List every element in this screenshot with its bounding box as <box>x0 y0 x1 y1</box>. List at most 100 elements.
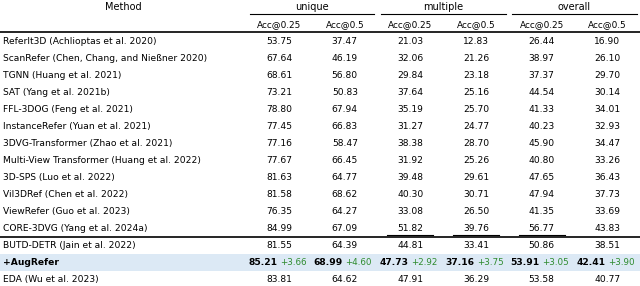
Text: 64.27: 64.27 <box>332 207 358 216</box>
Text: multiple: multiple <box>423 2 463 12</box>
Text: 34.01: 34.01 <box>594 105 620 114</box>
Text: 41.35: 41.35 <box>529 207 555 216</box>
Text: 78.80: 78.80 <box>266 105 292 114</box>
Text: 26.50: 26.50 <box>463 207 489 216</box>
Text: 25.16: 25.16 <box>463 88 489 97</box>
Text: 50.83: 50.83 <box>332 88 358 97</box>
Text: 37.73: 37.73 <box>595 190 620 199</box>
Text: 51.82: 51.82 <box>397 224 424 233</box>
Text: EDA (Wu et al. 2023): EDA (Wu et al. 2023) <box>3 275 98 284</box>
Text: 77.45: 77.45 <box>266 122 292 131</box>
Text: 38.38: 38.38 <box>397 139 423 148</box>
Text: 46.19: 46.19 <box>332 54 358 63</box>
Text: 73.21: 73.21 <box>266 88 292 97</box>
Text: 64.77: 64.77 <box>332 173 358 182</box>
Text: 44.54: 44.54 <box>529 88 555 97</box>
Text: 34.47: 34.47 <box>594 139 620 148</box>
Text: 44.81: 44.81 <box>397 241 424 250</box>
Text: 32.06: 32.06 <box>397 54 424 63</box>
Text: 36.43: 36.43 <box>594 173 620 182</box>
Text: 33.41: 33.41 <box>463 241 489 250</box>
Text: 47.91: 47.91 <box>397 275 424 284</box>
Text: 35.19: 35.19 <box>397 105 423 114</box>
Text: 3DVG-Transformer (Zhao et al. 2021): 3DVG-Transformer (Zhao et al. 2021) <box>3 139 172 148</box>
Text: 77.67: 77.67 <box>266 156 292 165</box>
Text: 3D-SPS (Luo et al. 2022): 3D-SPS (Luo et al. 2022) <box>3 173 115 182</box>
Text: 43.83: 43.83 <box>594 224 620 233</box>
Text: Vil3DRef (Chen et al. 2022): Vil3DRef (Chen et al. 2022) <box>3 190 127 199</box>
Text: 29.84: 29.84 <box>397 71 424 80</box>
Text: 56.80: 56.80 <box>332 71 358 80</box>
Text: 76.35: 76.35 <box>266 207 292 216</box>
Text: +AugRefer: +AugRefer <box>3 258 58 267</box>
Text: 42.41: 42.41 <box>576 258 605 267</box>
Text: 85.21: 85.21 <box>248 258 277 267</box>
Text: 45.90: 45.90 <box>529 139 555 148</box>
Text: 68.62: 68.62 <box>332 190 358 199</box>
Text: 50.86: 50.86 <box>529 241 555 250</box>
Text: +4.60: +4.60 <box>346 258 372 267</box>
Bar <box>0 254 640 271</box>
Text: 16.90: 16.90 <box>594 37 620 46</box>
Text: 53.75: 53.75 <box>266 37 292 46</box>
Text: 31.27: 31.27 <box>397 122 424 131</box>
Text: unique: unique <box>295 2 329 12</box>
Text: 81.63: 81.63 <box>266 173 292 182</box>
Text: 84.99: 84.99 <box>266 224 292 233</box>
Text: +3.05: +3.05 <box>542 258 569 267</box>
Text: ReferIt3D (Achlioptas et al. 2020): ReferIt3D (Achlioptas et al. 2020) <box>3 37 156 46</box>
Text: FFL-3DOG (Feng et al. 2021): FFL-3DOG (Feng et al. 2021) <box>3 105 132 114</box>
Text: +3.66: +3.66 <box>280 258 307 267</box>
Text: 37.64: 37.64 <box>397 88 424 97</box>
Text: 81.58: 81.58 <box>266 190 292 199</box>
Text: +3.75: +3.75 <box>477 258 504 267</box>
Text: Acc@0.5: Acc@0.5 <box>326 20 364 29</box>
Text: 29.61: 29.61 <box>463 173 489 182</box>
Text: 64.39: 64.39 <box>332 241 358 250</box>
Text: 40.30: 40.30 <box>397 190 424 199</box>
Text: 66.83: 66.83 <box>332 122 358 131</box>
Text: 67.09: 67.09 <box>332 224 358 233</box>
Text: SAT (Yang et al. 2021b): SAT (Yang et al. 2021b) <box>3 88 109 97</box>
Text: 68.99: 68.99 <box>314 258 343 267</box>
Text: 47.65: 47.65 <box>529 173 555 182</box>
Text: 53.58: 53.58 <box>529 275 554 284</box>
Text: 33.26: 33.26 <box>594 156 620 165</box>
Text: 25.26: 25.26 <box>463 156 489 165</box>
Text: Method: Method <box>105 2 141 12</box>
Text: 56.77: 56.77 <box>529 224 555 233</box>
Text: 41.33: 41.33 <box>529 105 555 114</box>
Text: Acc@0.5: Acc@0.5 <box>457 20 495 29</box>
Text: 81.55: 81.55 <box>266 241 292 250</box>
Text: +2.92: +2.92 <box>411 258 437 267</box>
Text: Multi-View Transformer (Huang et al. 2022): Multi-View Transformer (Huang et al. 202… <box>3 156 200 165</box>
Text: InstanceRefer (Yuan et al. 2021): InstanceRefer (Yuan et al. 2021) <box>3 122 150 131</box>
Text: 40.80: 40.80 <box>529 156 555 165</box>
Text: 36.29: 36.29 <box>463 275 489 284</box>
Text: 30.14: 30.14 <box>594 88 620 97</box>
Text: 37.47: 37.47 <box>332 37 358 46</box>
Text: 58.47: 58.47 <box>332 139 358 148</box>
Text: 21.03: 21.03 <box>397 37 424 46</box>
Text: 23.18: 23.18 <box>463 71 489 80</box>
Text: 25.70: 25.70 <box>463 105 489 114</box>
Text: 47.94: 47.94 <box>529 190 555 199</box>
Text: ScanRefer (Chen, Chang, and Nießner 2020): ScanRefer (Chen, Chang, and Nießner 2020… <box>3 54 207 63</box>
Text: 39.48: 39.48 <box>397 173 424 182</box>
Text: 53.91: 53.91 <box>511 258 540 267</box>
Text: CORE-3DVG (Yang et al. 2024a): CORE-3DVG (Yang et al. 2024a) <box>3 224 147 233</box>
Text: 64.62: 64.62 <box>332 275 358 284</box>
Text: 32.93: 32.93 <box>594 122 620 131</box>
Text: Acc@0.25: Acc@0.25 <box>388 20 433 29</box>
Text: Acc@0.25: Acc@0.25 <box>257 20 301 29</box>
Text: 12.83: 12.83 <box>463 37 489 46</box>
Text: 40.77: 40.77 <box>594 275 620 284</box>
Text: 30.71: 30.71 <box>463 190 489 199</box>
Text: 28.70: 28.70 <box>463 139 489 148</box>
Text: 26.10: 26.10 <box>594 54 620 63</box>
Text: 47.73: 47.73 <box>380 258 408 267</box>
Text: 66.45: 66.45 <box>332 156 358 165</box>
Text: 37.37: 37.37 <box>529 71 554 80</box>
Text: 83.81: 83.81 <box>266 275 292 284</box>
Text: 67.94: 67.94 <box>332 105 358 114</box>
